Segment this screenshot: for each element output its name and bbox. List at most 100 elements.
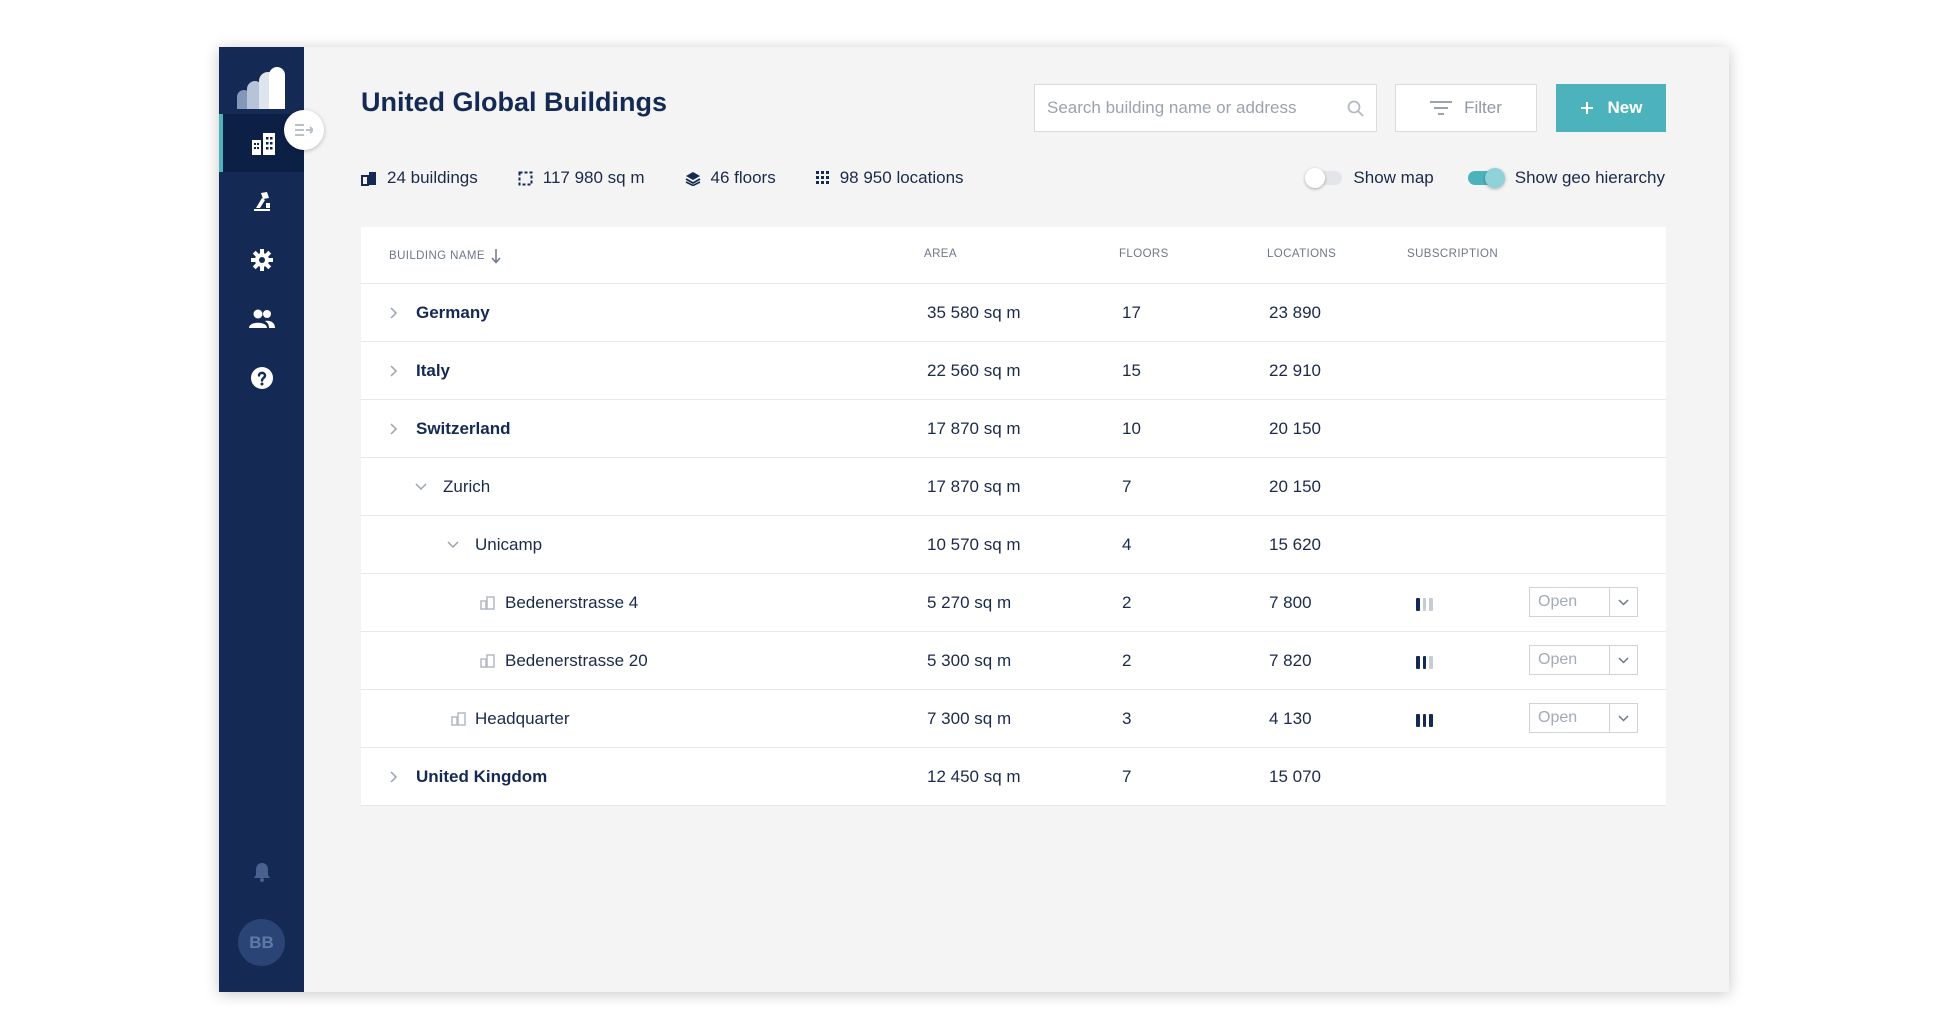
column-header-building-name[interactable]: BUILDING NAME	[389, 248, 501, 264]
collapse-sidebar-button[interactable]	[284, 110, 324, 150]
chevron-down-icon[interactable]	[1609, 704, 1637, 732]
building-name[interactable]: Italy	[416, 360, 451, 380]
chevron-down-icon[interactable]	[1609, 588, 1637, 616]
desk-lamp-icon	[253, 192, 270, 211]
filter-icon	[1430, 100, 1453, 115]
area-value: 35 580 sq m	[927, 302, 1021, 322]
locations-value: 20 150	[1269, 418, 1321, 438]
building-name[interactable]: United Kingdom	[416, 766, 548, 786]
expand-chevron-icon[interactable]	[389, 342, 398, 399]
app-logo	[237, 67, 285, 109]
locations-value: 23 890	[1269, 302, 1321, 322]
table-row[interactable]: United Kingdom 12 450 sq m 7 15 070	[361, 748, 1666, 806]
nav-notifications[interactable]	[219, 849, 304, 895]
building-icon	[480, 574, 495, 631]
expand-chevron-icon[interactable]	[389, 400, 398, 457]
sort-down-icon[interactable]	[491, 248, 501, 264]
table-row[interactable]: Germany 35 580 sq m 17 23 890	[361, 284, 1666, 342]
show-geo-hierarchy-switch[interactable]	[1467, 168, 1505, 188]
area-value: 7 300 sq m	[927, 708, 1012, 728]
table-row[interactable]: Switzerland 17 870 sq m 10 20 150	[361, 400, 1666, 458]
floors-value: 2	[1122, 592, 1132, 612]
stat-floors: 46 floors	[685, 168, 776, 188]
building-name[interactable]: Bedenerstrasse 4	[505, 592, 639, 612]
table-row[interactable]: Unicamp 10 570 sq m 4 15 620	[361, 516, 1666, 574]
locations-value: 4 130	[1269, 708, 1312, 728]
nav-settings[interactable]	[219, 231, 304, 289]
building-icon	[480, 632, 495, 689]
locations-value: 7 820	[1269, 650, 1312, 670]
chevron-down-icon[interactable]	[1609, 646, 1637, 674]
subscription-level-indicator	[1416, 656, 1433, 669]
table-row[interactable]: Bedenerstrasse 20 5 300 sq m 2 7 820 Ope…	[361, 632, 1666, 690]
building-name[interactable]: Germany	[416, 302, 490, 322]
action-select[interactable]: Open	[1529, 703, 1638, 733]
stat-buildings: 24 buildings	[361, 168, 478, 188]
sidebar: BB	[219, 47, 304, 992]
show-map-label: Show map	[1353, 168, 1434, 187]
building-icon	[451, 690, 466, 747]
column-header-subscription: SUBSCRIPTION	[1407, 248, 1499, 260]
action-select[interactable]: Open	[1529, 587, 1638, 617]
stat-area: 117 980 sq m	[518, 168, 645, 188]
subscription-level-indicator	[1416, 714, 1433, 727]
buildings-icon	[251, 133, 275, 155]
table-row[interactable]: Italy 22 560 sq m 15 22 910	[361, 342, 1666, 400]
summary-stats: 24 buildings 117 980 sq m 46 floors	[361, 168, 1004, 188]
collapse-icon	[295, 124, 313, 136]
area-value: 17 870 sq m	[927, 418, 1021, 438]
floors-value: 7	[1122, 766, 1132, 786]
column-header-floors[interactable]: FLOORS	[1119, 248, 1169, 260]
area-value: 10 570 sq m	[927, 534, 1021, 554]
show-geo-hierarchy-label: Show geo hierarchy	[1514, 168, 1665, 187]
floors-value: 3	[1122, 708, 1132, 728]
show-map-toggle[interactable]: Show map	[1305, 168, 1434, 188]
search-icon[interactable]	[1347, 100, 1364, 117]
building-name[interactable]: Zurich	[443, 476, 491, 496]
help-icon	[250, 367, 273, 389]
building-name[interactable]: Bedenerstrasse 20	[505, 650, 648, 670]
avatar[interactable]: BB	[238, 919, 285, 966]
app-window: BB United Global Buildings Filter New	[219, 47, 1729, 992]
expand-chevron-icon[interactable]	[389, 284, 398, 341]
search-box[interactable]	[1034, 84, 1377, 132]
subscription-level-indicator	[1416, 598, 1433, 611]
building-name[interactable]: Unicamp	[475, 534, 543, 554]
search-input[interactable]	[1047, 98, 1347, 118]
collapse-chevron-icon[interactable]	[415, 458, 427, 515]
column-header-locations[interactable]: LOCATIONS	[1267, 248, 1337, 260]
expand-chevron-icon[interactable]	[389, 748, 398, 805]
action-select[interactable]: Open	[1529, 645, 1638, 675]
column-header-area[interactable]: AREA	[924, 248, 957, 260]
nav-help[interactable]	[219, 349, 304, 407]
floors-value: 10	[1122, 418, 1141, 438]
locations-value: 15 620	[1269, 534, 1321, 554]
show-map-switch[interactable]	[1305, 168, 1343, 188]
filter-button[interactable]: Filter	[1395, 84, 1537, 132]
buildings-table: BUILDING NAME AREA FLOORS LOCATIONS SUBS…	[361, 227, 1666, 806]
buildings-icon	[361, 171, 376, 186]
collapse-chevron-icon[interactable]	[447, 516, 459, 573]
building-name[interactable]: Headquarter	[475, 708, 570, 728]
floors-value: 7	[1122, 476, 1132, 496]
gear-icon	[250, 249, 273, 271]
area-value: 17 870 sq m	[927, 476, 1021, 496]
nav-desk[interactable]	[219, 172, 304, 230]
area-value: 22 560 sq m	[927, 360, 1021, 380]
nav-users[interactable]	[219, 290, 304, 348]
table-row[interactable]: Bedenerstrasse 4 5 270 sq m 2 7 800 Open	[361, 574, 1666, 632]
layers-icon	[685, 171, 700, 186]
table-header: BUILDING NAME AREA FLOORS LOCATIONS SUBS…	[361, 227, 1666, 284]
new-label: New	[1607, 98, 1643, 117]
show-geo-hierarchy-toggle[interactable]: Show geo hierarchy	[1467, 168, 1665, 188]
floors-value: 4	[1122, 534, 1132, 554]
plus-icon	[1580, 102, 1593, 114]
table-row[interactable]: Zurich 17 870 sq m 7 20 150	[361, 458, 1666, 516]
locations-value: 22 910	[1269, 360, 1321, 380]
new-button[interactable]: New	[1556, 84, 1666, 132]
area-value: 5 270 sq m	[927, 592, 1012, 612]
table-row[interactable]: Headquarter 7 300 sq m 3 4 130 Open	[361, 690, 1666, 748]
building-name[interactable]: Switzerland	[416, 418, 511, 438]
locations-value: 7 800	[1269, 592, 1312, 612]
grid-icon	[815, 171, 829, 184]
